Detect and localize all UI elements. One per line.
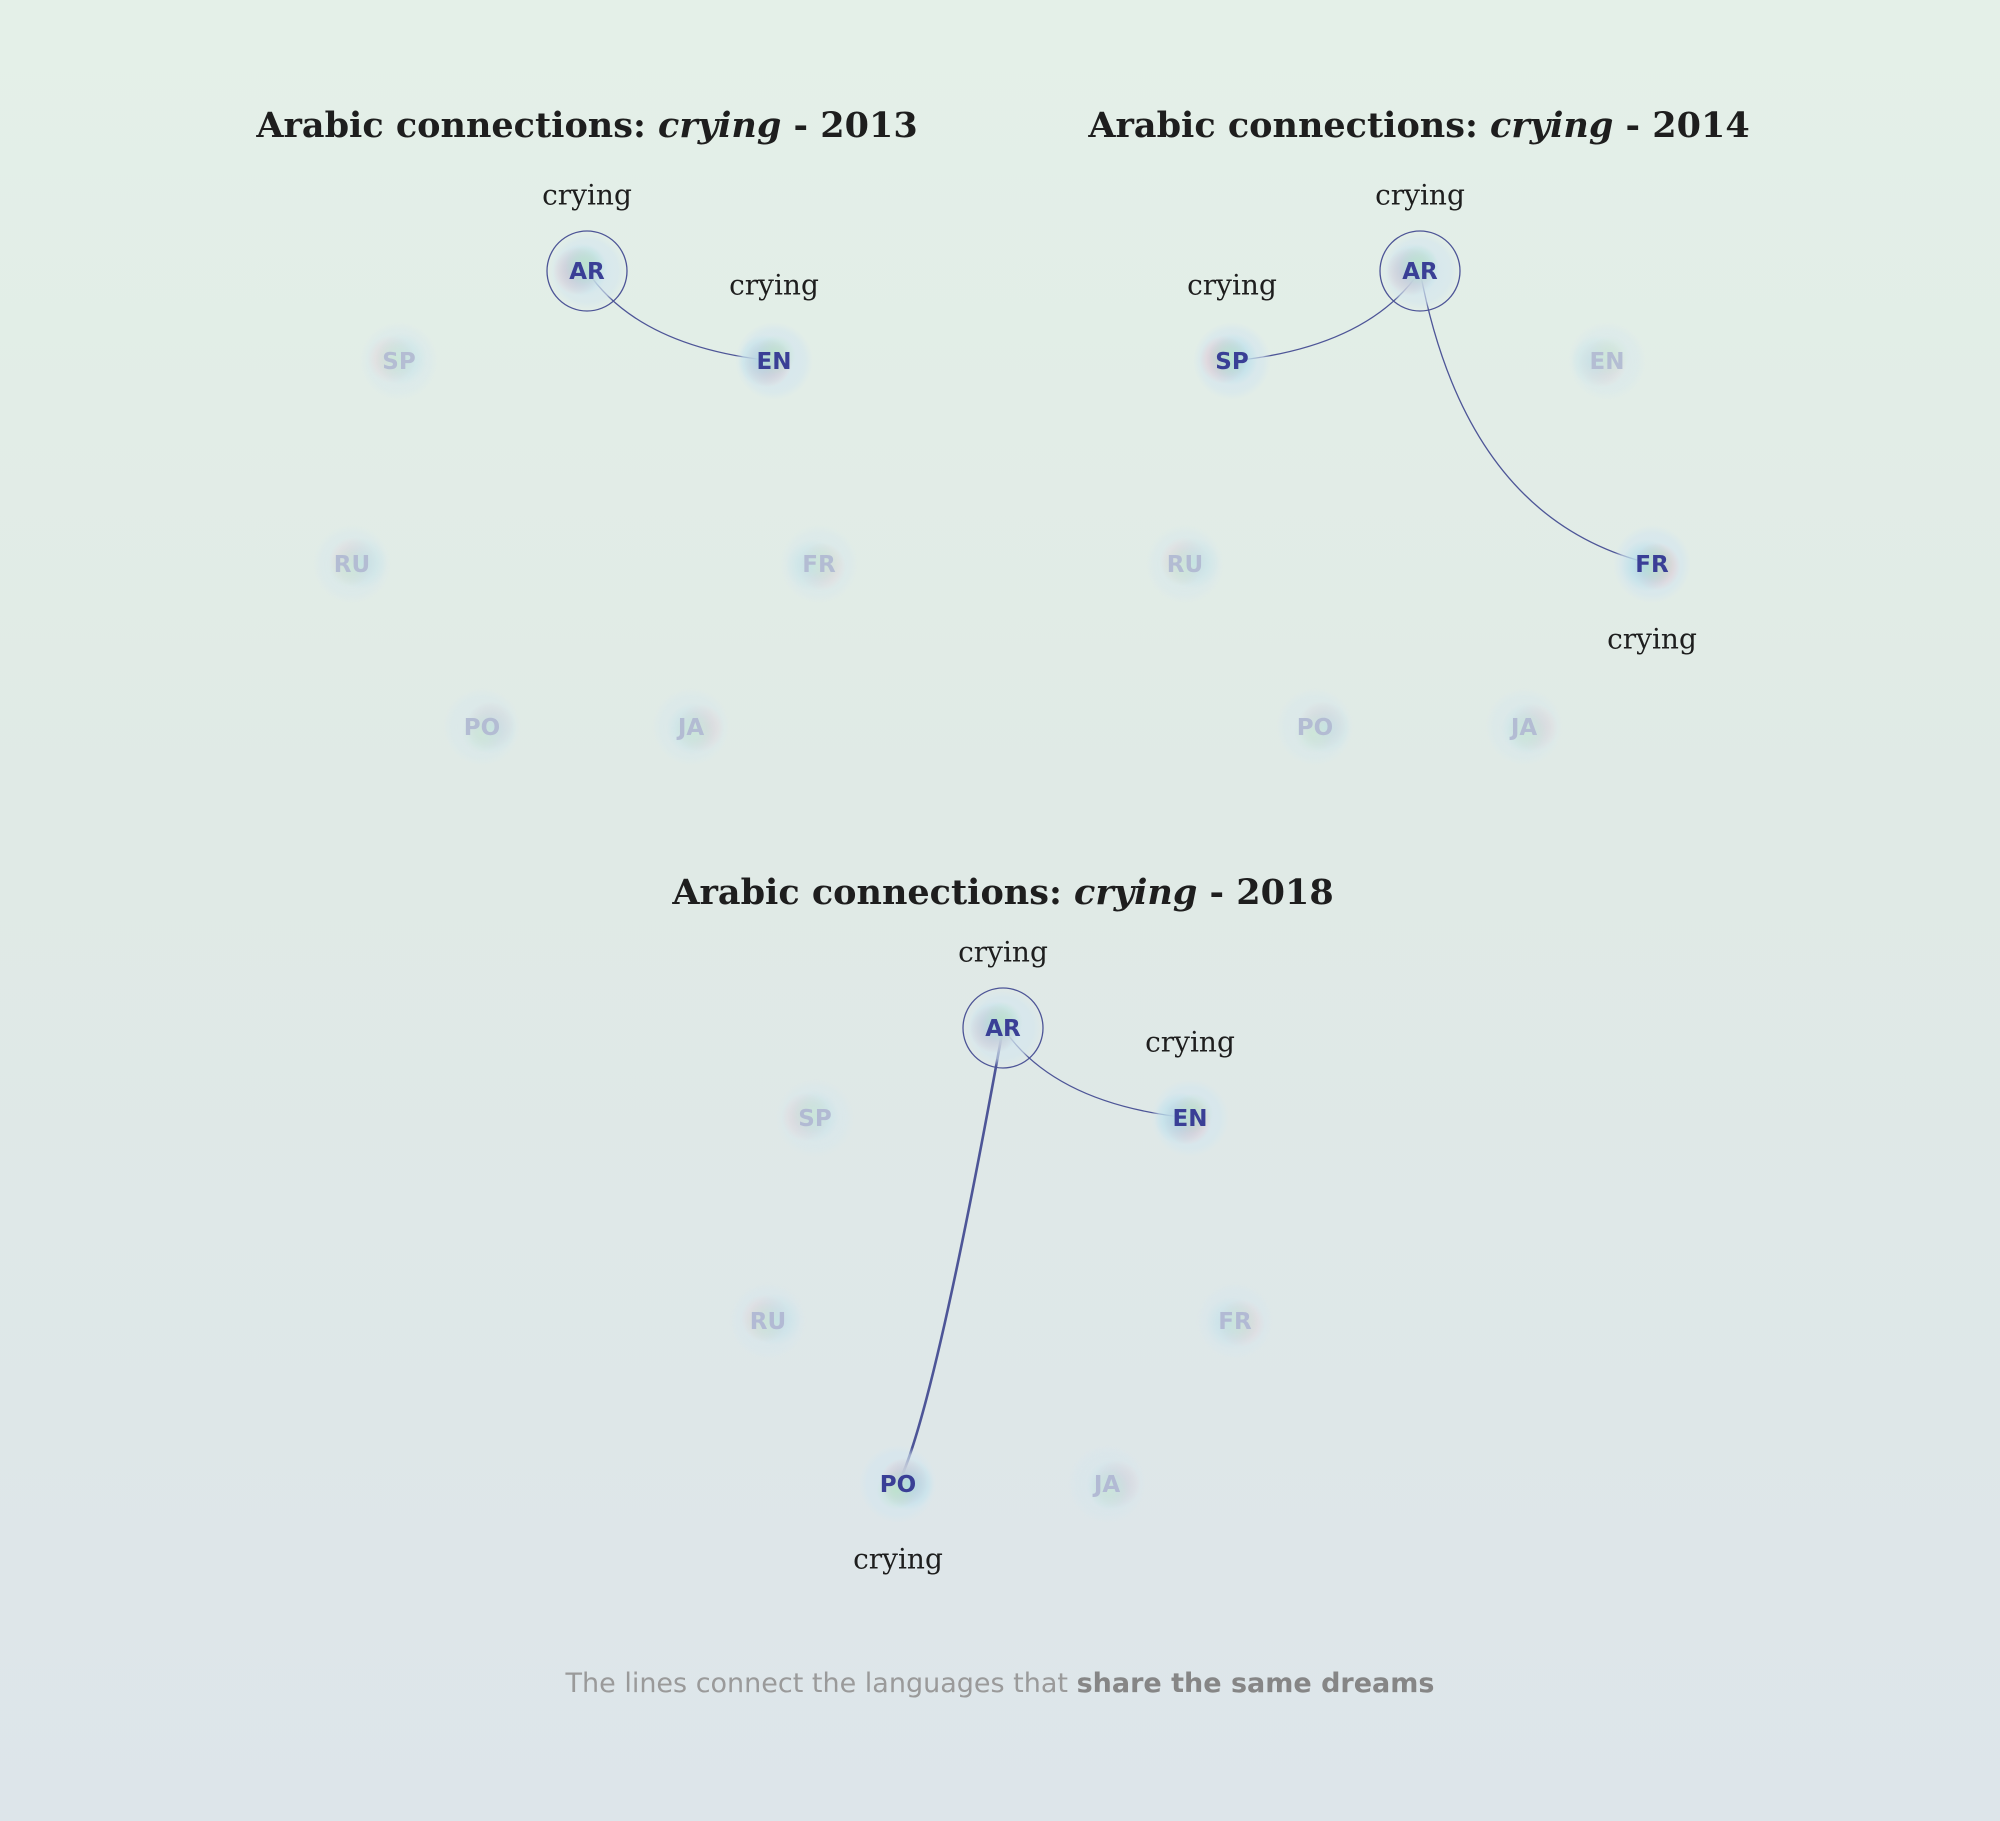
node-blob bbox=[982, 1001, 1023, 1042]
title-prefix: Arabic connections: bbox=[1088, 105, 1491, 146]
node-code-label: SP bbox=[1215, 349, 1248, 375]
node-code-label: RU bbox=[334, 552, 370, 578]
node-word-label: crying bbox=[1375, 179, 1465, 212]
title-prefix: Arabic connections: bbox=[256, 105, 659, 146]
node-code-label: AR bbox=[569, 259, 605, 285]
node-word-label: crying bbox=[1145, 1026, 1235, 1059]
node-code-label: RU bbox=[750, 1309, 786, 1335]
panel-title-2013: Arabic connections: crying - 2013 bbox=[87, 106, 1087, 146]
node-blob bbox=[1635, 543, 1676, 584]
node-en[interactable]: EN bbox=[735, 322, 813, 400]
title-word: crying bbox=[658, 105, 782, 146]
node-blob bbox=[1161, 546, 1202, 587]
title-word: crying bbox=[1074, 872, 1198, 913]
node-ja[interactable]: JA bbox=[1485, 688, 1563, 766]
node-word-label: crying bbox=[1187, 269, 1277, 302]
caption-prefix: The lines connect the languages that bbox=[565, 1668, 1077, 1699]
node-code-label: JA bbox=[1092, 1472, 1121, 1498]
node-code-label: FR bbox=[1218, 1309, 1252, 1335]
node-word-label: crying bbox=[1607, 623, 1697, 656]
node-ru[interactable]: RU bbox=[729, 1282, 807, 1360]
center-ring bbox=[1379, 230, 1461, 312]
caption: The lines connect the languages that sha… bbox=[0, 1668, 2000, 1699]
node-blob bbox=[1398, 245, 1439, 286]
node-fr[interactable]: FR bbox=[1196, 1282, 1274, 1360]
node-code-label: AR bbox=[1402, 259, 1438, 285]
node-code-label: SP bbox=[382, 349, 415, 375]
node-po[interactable]: PO bbox=[1276, 688, 1354, 766]
node-ru[interactable]: RU bbox=[313, 525, 391, 603]
title-prefix: Arabic connections: bbox=[672, 872, 1075, 913]
node-ar[interactable]: AR bbox=[962, 987, 1044, 1069]
node-code-label: PO bbox=[1297, 715, 1333, 741]
node-sp[interactable]: SP bbox=[360, 322, 438, 400]
node-blob bbox=[755, 335, 796, 376]
node-code-label: JA bbox=[676, 715, 705, 741]
node-ar[interactable]: AR bbox=[1379, 230, 1461, 312]
node-blob bbox=[565, 245, 605, 286]
node-code-label: JA bbox=[1509, 715, 1538, 741]
node-blob bbox=[461, 713, 502, 754]
node-code-label: AR bbox=[985, 1016, 1021, 1042]
node-sp[interactable]: SP bbox=[1193, 322, 1271, 400]
node-blob bbox=[1506, 711, 1547, 752]
node-code-label: RU bbox=[1167, 552, 1203, 578]
node-code-label: FR bbox=[1635, 552, 1669, 578]
node-word-label: crying bbox=[958, 936, 1048, 969]
node-blob bbox=[328, 547, 369, 588]
panel-title-2014: Arabic connections: crying - 2014 bbox=[919, 106, 1919, 146]
node-ru[interactable]: RU bbox=[1146, 525, 1224, 603]
title-suffix: - 2014 bbox=[1613, 105, 1750, 146]
node-blob bbox=[1589, 335, 1630, 376]
node-en[interactable]: EN bbox=[1568, 322, 1646, 400]
node-blob bbox=[375, 339, 416, 380]
node-code-label: EN bbox=[1590, 349, 1625, 375]
title-suffix: - 2018 bbox=[1197, 872, 1334, 913]
node-blob bbox=[1208, 337, 1249, 378]
node-en[interactable]: EN bbox=[1151, 1079, 1229, 1157]
node-po[interactable]: PO bbox=[443, 688, 521, 766]
node-fr[interactable]: FR bbox=[780, 525, 858, 603]
node-po[interactable]: PO bbox=[859, 1445, 937, 1523]
node-code-label: SP bbox=[798, 1106, 831, 1132]
title-word: crying bbox=[1490, 105, 1614, 146]
node-blob bbox=[876, 1469, 917, 1510]
node-code-label: EN bbox=[757, 349, 792, 375]
center-ring bbox=[546, 230, 628, 312]
node-blob bbox=[1218, 1301, 1259, 1342]
center-ring bbox=[962, 987, 1044, 1069]
node-blob bbox=[791, 1093, 832, 1134]
node-word-label: crying bbox=[729, 269, 819, 302]
node-blob bbox=[1088, 1469, 1129, 1510]
node-word-label: crying bbox=[853, 1543, 943, 1576]
node-blob bbox=[674, 710, 715, 751]
node-code-label: EN bbox=[1173, 1106, 1208, 1132]
node-code-label: PO bbox=[880, 1472, 916, 1498]
node-ja[interactable]: JA bbox=[1068, 1445, 1146, 1523]
caption-bold: share the same dreams bbox=[1076, 1668, 1435, 1699]
node-blob bbox=[802, 542, 843, 583]
link-ar-po bbox=[896, 1027, 1005, 1485]
node-code-label: FR bbox=[802, 552, 836, 578]
node-code-label: PO bbox=[464, 715, 500, 741]
node-word-label: crying bbox=[542, 179, 632, 212]
link-ar-fr bbox=[1419, 270, 1653, 565]
node-ar[interactable]: AR bbox=[546, 230, 628, 312]
node-fr[interactable]: FR bbox=[1613, 525, 1691, 603]
node-blob bbox=[744, 1302, 785, 1343]
panel-title-2018: Arabic connections: crying - 2018 bbox=[503, 873, 1503, 913]
node-blob bbox=[1172, 1093, 1213, 1134]
node-blob bbox=[1294, 713, 1335, 754]
node-sp[interactable]: SP bbox=[776, 1079, 854, 1157]
title-suffix: - 2013 bbox=[781, 105, 918, 146]
node-ja[interactable]: JA bbox=[652, 688, 730, 766]
